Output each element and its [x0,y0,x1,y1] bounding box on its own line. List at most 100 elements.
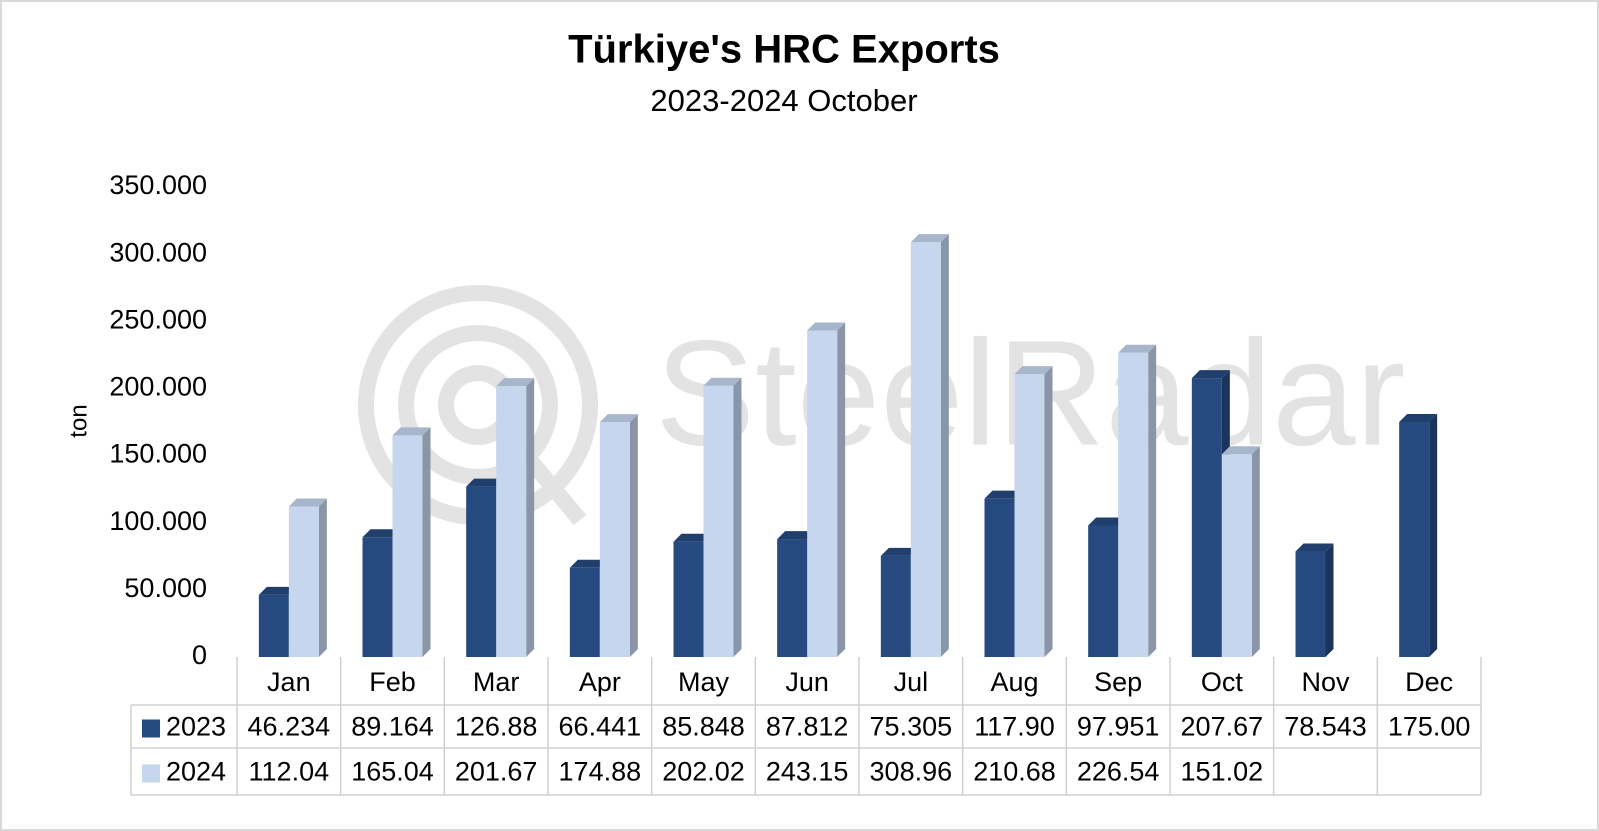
bar-top [496,378,535,387]
bar [1399,422,1430,657]
data-label: 175.00 [1388,712,1471,742]
y-tick-label: 100.000 [109,506,207,536]
data-label: 210.68 [973,757,1056,787]
bar-side [837,322,846,657]
bar-top [599,414,638,423]
bar-top [1221,446,1260,455]
bar-top [1118,344,1157,353]
bar-side [422,427,431,657]
bar [496,386,527,657]
y-tick-label: 0 [192,640,207,670]
bar-top [288,498,327,507]
bar-top [1014,366,1053,375]
data-label: 78.543 [1284,712,1367,742]
bar-top [392,427,431,436]
bar-side [1429,414,1438,657]
data-label: 201.67 [455,757,538,787]
x-tick-label: Nov [1301,667,1350,697]
bar-top [1191,370,1230,379]
bar-top [910,234,949,243]
x-tick-label: Jul [894,667,929,697]
y-tick-label: 350.000 [109,170,207,200]
bar-side [1044,366,1053,657]
y-tick-label: 250.000 [109,304,207,334]
x-tick-label: May [678,667,730,697]
data-label: 226.54 [1077,757,1160,787]
data-label: 85.848 [662,712,745,742]
bar [1191,378,1222,657]
x-tick-label: Aug [990,667,1038,697]
bar-top [880,547,919,556]
bar [1014,374,1045,657]
bar [880,555,911,657]
bar [362,537,393,657]
bar [1295,551,1326,657]
bar-top [258,586,297,595]
bar-side [526,378,535,657]
bar-top [569,559,608,568]
data-label: 75.305 [870,712,953,742]
bar [673,541,704,657]
data-label: 207.67 [1181,712,1264,742]
bar-side [1148,344,1157,657]
bar [910,242,941,658]
x-tick-label: Apr [579,667,621,697]
bar-top [1399,414,1438,422]
data-label: 89.164 [351,712,434,742]
bar-top [362,529,401,538]
bar [258,594,289,657]
data-label: 87.812 [766,712,849,742]
bar-top [1295,543,1334,552]
data-label: 174.88 [559,757,642,787]
legend-label: 2024 [166,757,226,787]
data-label: 243.15 [766,757,849,787]
bar [569,567,600,657]
x-tick-label: Feb [369,667,416,697]
bar [703,385,734,657]
x-tick-label: Jun [785,667,829,697]
x-tick-label: Oct [1201,667,1244,697]
data-label: 151.02 [1181,757,1264,787]
x-tick-label: Sep [1094,667,1142,697]
bar-top [807,322,846,331]
x-tick-label: Mar [473,667,520,697]
bar-side [629,414,638,657]
bar-top [984,490,1023,499]
chart-title: Türkiye's HRC Exports [568,28,1000,72]
data-label: 117.90 [974,712,1055,742]
bar [599,422,630,657]
bar [984,498,1015,657]
bar [392,435,423,657]
y-axis-label: ton [65,404,92,437]
data-label: 46.234 [248,712,331,742]
data-label: 97.951 [1077,712,1160,742]
x-tick-label: Dec [1405,667,1453,697]
bar [466,486,497,657]
data-label: 165.04 [351,757,434,787]
legend-swatch [142,764,160,783]
x-tick-label: Jan [267,667,311,697]
data-label: 66.441 [559,712,642,742]
bar-side [940,234,949,658]
legend-swatch [142,719,160,738]
bar-side [318,498,327,657]
y-tick-label: 200.000 [109,372,207,402]
bar-top [777,531,816,540]
bar-top [703,377,742,386]
bar [1118,352,1149,657]
bar [807,330,838,657]
bar-top [466,478,505,487]
bar [1088,525,1119,657]
data-label: 202.02 [662,757,745,787]
bar-top [1088,517,1127,526]
y-tick-label: 150.000 [109,439,207,469]
bar-side [1251,446,1260,657]
bar-side [733,377,742,657]
data-label: 308.96 [870,757,953,787]
bar [1221,454,1252,657]
y-tick-label: 50.000 [124,573,207,603]
bar-side [1325,543,1334,657]
y-tick-label: 300.000 [109,237,207,267]
